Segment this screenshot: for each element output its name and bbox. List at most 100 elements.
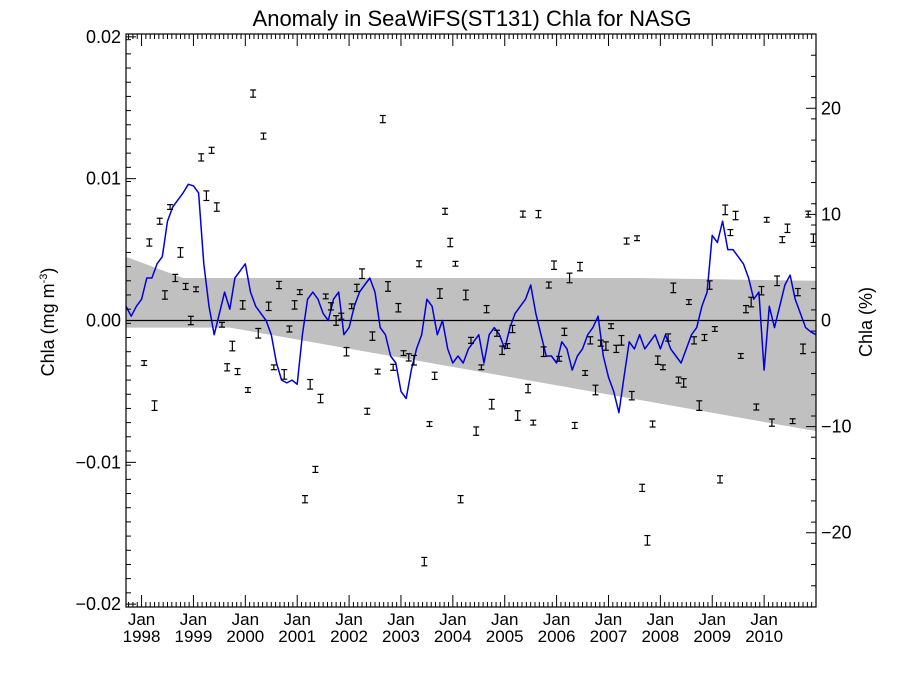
errorbar-point-60 (452, 260, 459, 267)
y-axis-left-label: Chla (mg m-3) (38, 268, 58, 377)
errorbar-point-100 (659, 364, 666, 371)
errorbar-point-88 (597, 339, 604, 347)
x-tick-year: 1999 (175, 627, 213, 646)
errorbar-point-94 (628, 390, 635, 401)
errorbar-point-110 (711, 326, 718, 333)
y-right-tick-label: −10 (821, 417, 852, 437)
errorbar-point-65 (478, 364, 485, 371)
errorbar-point-44 (369, 331, 376, 341)
x-tick-month: Jan (180, 610, 207, 629)
y-left-tick-label: −0.01 (75, 452, 121, 472)
x-tick-year: 2001 (278, 627, 316, 646)
errorbar-point-58 (442, 207, 449, 215)
errorbar-point-98 (649, 420, 656, 428)
x-tick-month: Jan (387, 610, 414, 629)
errorbar-point-76 (535, 209, 542, 219)
errorbar-point-120 (763, 216, 770, 223)
errorbar-layer (141, 89, 817, 567)
x-tick-year: 2008 (641, 627, 679, 646)
errorbar-point-6 (172, 273, 179, 283)
y-axis-left-label-sup: -3 (38, 274, 50, 284)
errorbar-point-105 (685, 299, 692, 306)
errorbar-point-92 (618, 334, 625, 346)
errorbar-point-121 (768, 418, 775, 427)
y-left-tick-label: −0.02 (75, 594, 121, 614)
x-tick-year: 1998 (123, 627, 161, 646)
axes-layer: 0.020.010.00−0.01−0.0220100−10−20Jan1998… (75, 27, 851, 646)
y-left-tick-label: 0.01 (86, 169, 121, 189)
errorbar-point-39 (343, 346, 350, 357)
errorbar-point-28 (286, 325, 293, 333)
x-tick-year: 2004 (434, 627, 472, 646)
errorbar-point-116 (742, 304, 749, 314)
errorbar-point-21 (250, 89, 257, 98)
y-left-tick-label: 0.02 (86, 27, 121, 47)
errorbar-point-3 (156, 217, 163, 225)
errorbar-point-30 (296, 289, 303, 296)
errorbar-point-109 (706, 280, 713, 290)
errorbar-point-75 (530, 419, 537, 426)
errorbar-point-1 (146, 238, 153, 247)
errorbar-point-82 (566, 272, 573, 284)
errorbar-point-90 (608, 323, 615, 330)
y-axis-right-label: Chla (%) (856, 287, 876, 357)
y-axis-left-label-close: ) (38, 268, 58, 274)
errorbar-point-59 (447, 237, 454, 248)
errorbar-point-68 (493, 329, 500, 337)
errorbar-point-53 (416, 260, 423, 268)
errorbar-point-61 (457, 495, 464, 504)
errorbar-point-117 (748, 296, 755, 308)
errorbar-point-22 (255, 327, 262, 339)
errorbar-point-54 (421, 556, 428, 567)
errorbar-point-24 (265, 301, 272, 312)
errorbar-point-14 (213, 202, 220, 212)
errorbar-point-38 (338, 312, 345, 320)
errorbar-point-55 (426, 421, 433, 428)
y-right-tick-label: −20 (821, 523, 852, 543)
errorbar-point-36 (327, 302, 334, 311)
errorbar-point-66 (483, 304, 490, 314)
errorbar-point-31 (301, 495, 308, 504)
errorbar-point-20 (244, 386, 251, 393)
x-tick-month: Jan (543, 610, 570, 629)
errorbar-point-40 (348, 303, 355, 310)
errorbar-point-124 (784, 223, 791, 234)
errorbar-point-11 (198, 153, 205, 162)
errorbar-point-13 (208, 146, 215, 154)
errorbar-point-101 (665, 333, 672, 342)
errorbar-point-91 (613, 344, 620, 354)
errorbar-point-127 (800, 343, 807, 355)
x-tick-month: Jan (232, 610, 259, 629)
y-right-tick-label: 10 (821, 204, 841, 224)
errorbar-point-27 (281, 368, 288, 380)
errorbar-point-77 (540, 346, 547, 358)
x-tick-year: 2003 (382, 627, 420, 646)
errorbar-point-79 (551, 260, 558, 270)
x-tick-month: Jan (699, 610, 726, 629)
errorbar-point-45 (374, 368, 381, 375)
x-tick-month: Jan (647, 610, 674, 629)
chart-title: Anomaly in SeaWiFS(ST131) Chla for NASG (253, 6, 692, 31)
errorbar-point-115 (737, 352, 744, 359)
y-left-tick-label: 0.00 (86, 311, 121, 331)
y-axis-left-label-main: Chla (mg m (38, 283, 58, 376)
errorbar-point-7 (177, 247, 184, 258)
errorbar-point-47 (384, 281, 391, 292)
errorbar-point-95 (634, 235, 641, 242)
errorbar-point-83 (571, 421, 578, 430)
y-right-tick-label: 0 (821, 311, 831, 331)
x-tick-year: 2007 (590, 627, 628, 646)
errorbar-point-23 (260, 132, 267, 140)
x-tick-month: Jan (128, 610, 155, 629)
x-tick-year: 2002 (330, 627, 368, 646)
x-tick-month: Jan (595, 610, 622, 629)
errorbar-point-87 (592, 384, 599, 396)
errorbar-point-25 (270, 364, 277, 371)
errorbar-point-32 (307, 378, 314, 390)
errorbar-point-52 (410, 354, 417, 366)
anomaly-line (125, 183, 817, 414)
x-tick-month: Jan (750, 610, 777, 629)
errorbar-point-50 (400, 350, 407, 357)
x-tick-year: 2006 (538, 627, 576, 646)
errorbar-point-99 (654, 355, 661, 366)
